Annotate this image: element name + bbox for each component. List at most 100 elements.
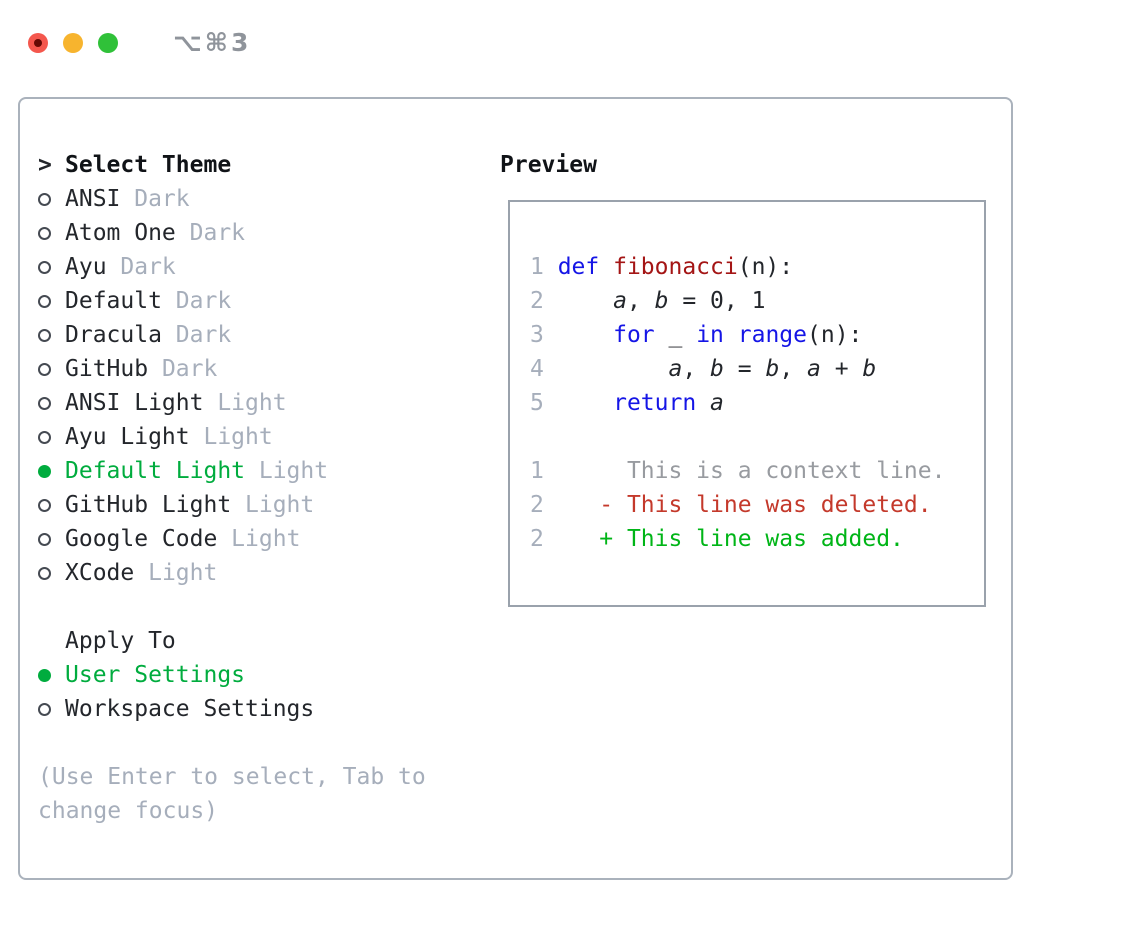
close-dot-icon (34, 38, 42, 47)
code-segment: a (668, 356, 683, 382)
code-segment: , (626, 288, 655, 314)
theme-option-name: ANSI (65, 186, 121, 212)
line-number: 2 (530, 492, 558, 518)
theme-option[interactable]: GitHub Dark (38, 352, 426, 386)
spacer (38, 726, 426, 760)
radio-icon[interactable] (38, 668, 51, 682)
code-segment: fibonacci (613, 254, 738, 280)
code-segment (696, 390, 710, 416)
code-segment (558, 390, 613, 416)
preview-line: 3 for _ in range(n): (530, 318, 984, 352)
spacer (38, 590, 426, 624)
minimize-traffic-light-icon[interactable] (63, 32, 83, 53)
theme-option-name: Default Light (65, 458, 246, 484)
preview-line: 5 return a (530, 386, 984, 420)
zoom-traffic-light-icon[interactable] (98, 32, 118, 53)
preview-title: Preview (500, 152, 597, 178)
code-segment: , (682, 356, 711, 382)
main-panel (18, 97, 1013, 880)
theme-option[interactable]: Atom One Dark (38, 216, 426, 250)
theme-option-variant: Dark (120, 186, 190, 212)
preview-line: 1 This is a context line. (530, 454, 984, 488)
preview-line: 2 - This line was deleted. (530, 488, 984, 522)
theme-option-name: XCode (65, 560, 135, 586)
apply-to-option-name: User Settings (65, 662, 246, 688)
apply-to-option[interactable]: Workspace Settings (38, 692, 426, 726)
line-number: 3 (530, 322, 558, 348)
preview-diff-block: 1 This is a context line. 2 - This line w… (530, 454, 984, 556)
apply-to-title: Apply To (65, 628, 176, 654)
theme-option[interactable]: Default Dark (38, 284, 426, 318)
theme-option-variant: Dark (175, 220, 246, 246)
theme-option-name: GitHub (65, 356, 149, 382)
close-traffic-light-icon[interactable] (28, 32, 48, 53)
code-segment: b (765, 356, 780, 382)
apply-to-header: Apply To (38, 624, 426, 658)
code-segment: a (613, 288, 627, 314)
theme-option-variant: Light (134, 560, 218, 586)
preview-line: 1 def fibonacci(n): (530, 250, 984, 284)
line-number: 5 (530, 390, 558, 416)
theme-option-name: Default (65, 288, 162, 314)
spacer (530, 420, 984, 454)
code-segment: def (557, 254, 614, 280)
radio-icon[interactable] (38, 464, 51, 478)
code-segment: return (613, 390, 697, 416)
code-segment: for (613, 322, 655, 348)
theme-option[interactable]: Google Code Light (38, 522, 426, 556)
theme-option-variant: Light (189, 424, 273, 450)
code-segment: + This line was added. (557, 526, 904, 552)
theme-option[interactable]: Default Light Light (38, 454, 426, 488)
code-segment (558, 322, 613, 348)
radio-icon[interactable] (38, 532, 51, 546)
theme-option-variant: Light (203, 390, 287, 416)
radio-icon[interactable] (38, 226, 51, 240)
theme-option[interactable]: Dracula Dark (38, 318, 426, 352)
code-segment (558, 356, 669, 382)
code-segment: a (710, 390, 724, 416)
code-segment: a (807, 356, 821, 382)
theme-list: ANSI Dark Atom One Dark Ayu Dark Default… (38, 182, 426, 590)
window-shortcut-label: ⌥⌘3 (173, 28, 252, 57)
code-segment: b (710, 356, 724, 382)
apply-to-option[interactable]: User Settings (38, 658, 426, 692)
theme-option[interactable]: ANSI Light Light (38, 386, 426, 420)
theme-option-variant: Light (217, 526, 301, 552)
theme-option-name: ANSI Light (65, 390, 204, 416)
theme-option[interactable]: XCode Light (38, 556, 426, 590)
radio-icon[interactable] (38, 260, 51, 274)
theme-option-variant: Light (245, 458, 329, 484)
radio-icon[interactable] (38, 566, 51, 580)
radio-icon[interactable] (38, 430, 51, 444)
cursor-icon: > (38, 152, 52, 178)
code-segment: + (820, 356, 863, 382)
theme-option-name: Ayu Light (65, 424, 190, 450)
titlebar: ⌥⌘3 (28, 28, 251, 57)
theme-option[interactable]: GitHub Light Light (38, 488, 426, 522)
line-number: 1 (530, 254, 558, 280)
code-segment: This is a context line. (557, 458, 946, 484)
radio-icon[interactable] (38, 294, 51, 308)
code-segment: range (737, 322, 807, 348)
radio-icon[interactable] (38, 702, 51, 716)
code-segment (558, 288, 613, 314)
theme-option-variant: Dark (161, 322, 232, 348)
line-number: 1 (530, 458, 558, 484)
theme-option-name: Ayu (65, 254, 107, 280)
theme-option[interactable]: Ayu Light Light (38, 420, 426, 454)
theme-option-name: GitHub Light (65, 492, 232, 518)
theme-option-variant: Dark (148, 356, 218, 382)
radio-icon[interactable] (38, 498, 51, 512)
radio-icon[interactable] (38, 396, 51, 410)
theme-option[interactable]: Ayu Dark (38, 250, 426, 284)
radio-icon[interactable] (38, 328, 51, 342)
radio-icon[interactable] (38, 362, 51, 376)
theme-option-variant: Light (231, 492, 315, 518)
theme-option[interactable]: ANSI Dark (38, 182, 426, 216)
preview-line: 2 a, b = 0, 1 (530, 284, 984, 318)
preview-line: 4 a, b = b, a + b (530, 352, 984, 386)
radio-icon[interactable] (38, 192, 51, 206)
code-segment: = (723, 356, 766, 382)
